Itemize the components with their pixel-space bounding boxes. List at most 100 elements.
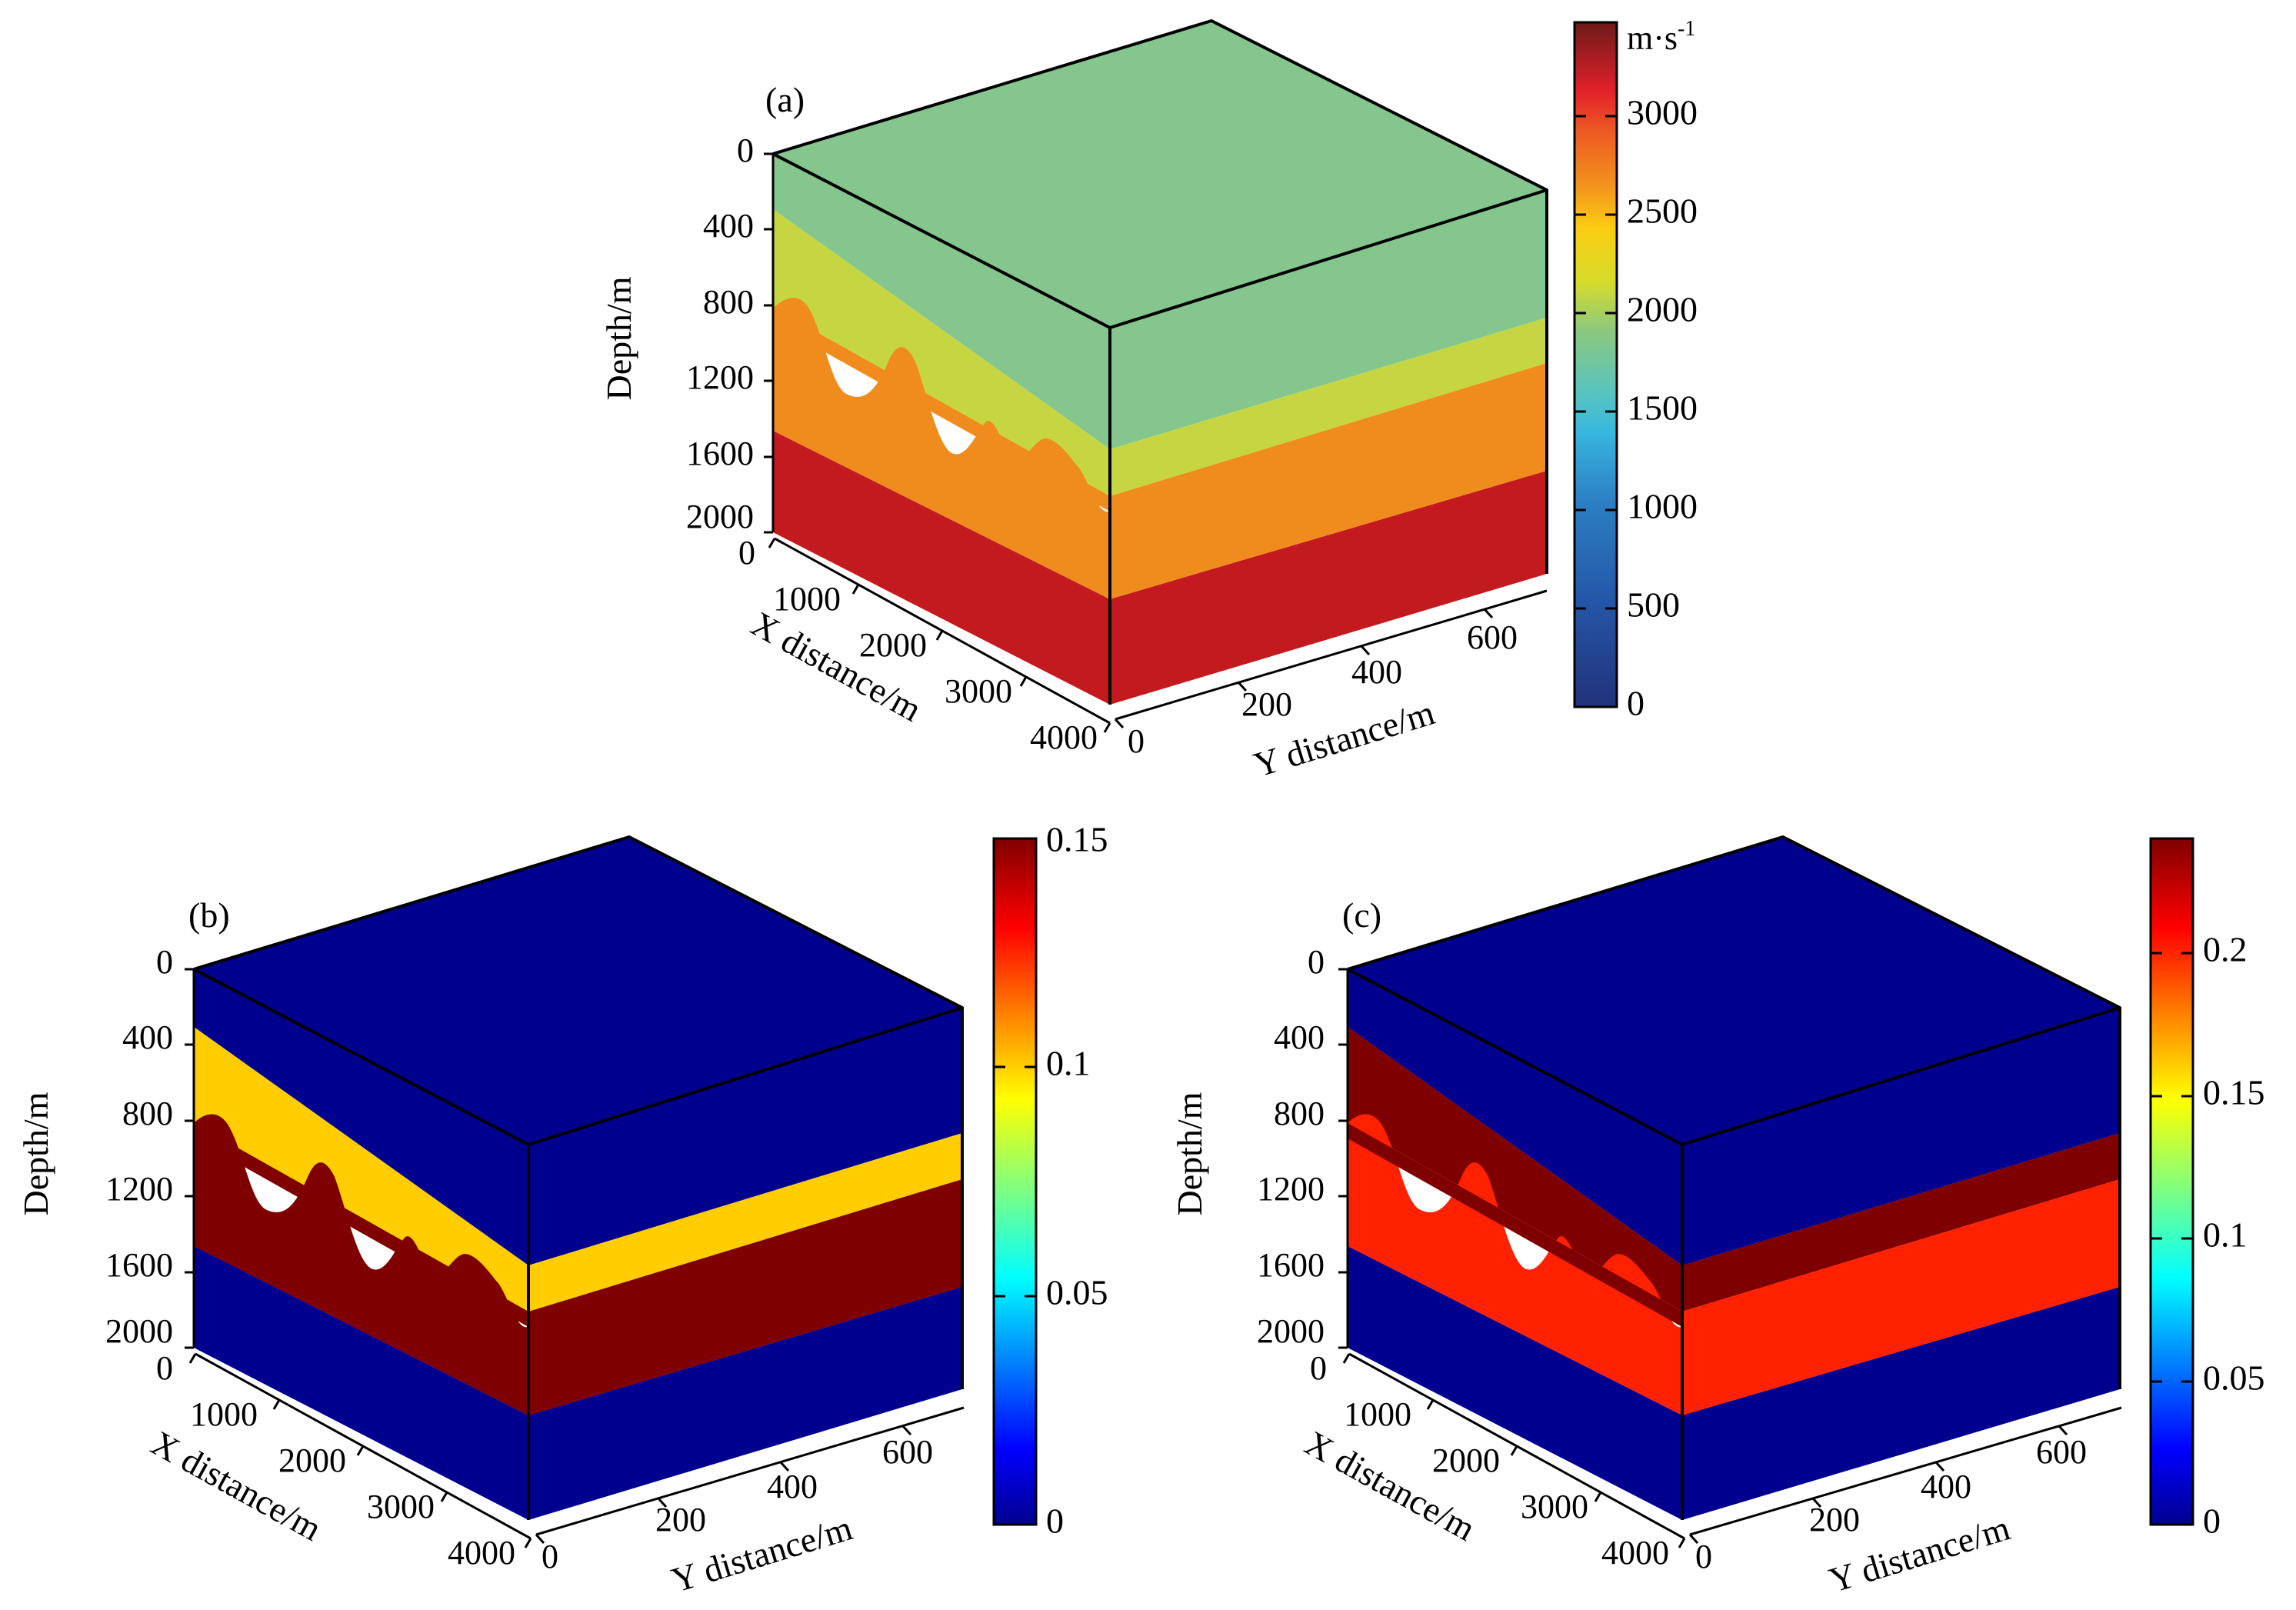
a-cb-tick-1: 500 [1627,585,1680,625]
a-panel-label: (a) [765,80,805,119]
b-x-tick-1: 1000 [190,1395,258,1433]
a-zlabel: Depth/m [599,276,638,400]
a-left-layer-3 [773,298,1110,599]
a-cb-tick-3: 1500 [1627,388,1698,428]
a-y-tick-1: 200 [1241,685,1292,723]
a-colorbar: 0 500 1000 1500 2000 2500 3000 m·s-1 [1573,17,1698,723]
a-x-tick-2: 2000 [859,626,927,664]
c-cb-tick-3: 0.15 [2203,1073,2265,1112]
b-panel-label: (b) [188,895,230,935]
b-cb-tick-3: 0.15 [1046,820,1108,859]
a-cb-unit-base: m·s [1627,19,1678,57]
a-y-tick-0: 0 [1128,722,1145,760]
c-y-tick-3: 600 [2036,1433,2087,1471]
b-right-layer-1 [528,1008,962,1265]
a-x-tick-0: 0 [738,534,755,572]
c-colorbar: 0 0.05 0.1 0.15 0.2 [2149,837,2265,1541]
b-y-tick-3: 600 [882,1433,933,1471]
panel-b-edges [193,835,964,1520]
a-x-tick-3: 3000 [945,672,1012,710]
a-left-layer-2 [773,209,1110,496]
c-y-tick-1: 200 [1809,1501,1860,1538]
b-z-tick-2: 800 [122,1095,173,1132]
a-cb-tick-4: 2000 [1627,290,1698,329]
b-right-layer-3 [528,1179,962,1415]
a-right-layer-4 [1110,471,1547,705]
a-y-tick-2: 400 [1351,653,1402,691]
b-z-tick-1: 400 [122,1018,173,1056]
c-left-layer-1 [1348,969,1682,1265]
panel-a-depth-axis [764,152,775,534]
b-x-tick-4: 4000 [448,1534,515,1572]
b-x-tick-2: 2000 [278,1442,346,1479]
panel-a-y-axis [1114,589,1548,729]
a-z-tick-1: 400 [703,207,754,245]
c-x-tick-3: 3000 [1521,1488,1588,1525]
panel-a-edges [772,19,1548,705]
a-z-tick-3: 1200 [686,358,754,396]
b-colorbar: 0 0.05 0.1 0.15 [992,820,1108,1541]
a-cb-unit: m·s-1 [1627,17,1695,57]
a-right-layer-3 [1110,363,1547,599]
b-left-layer-2 [194,1027,528,1312]
a-x-tick-4: 4000 [1030,718,1098,756]
b-left-layer-3 [194,1114,528,1415]
c-panel-label: (c) [1342,895,1381,935]
a-z-tick-4: 1600 [686,435,754,472]
c-y-tick-2: 400 [1921,1468,1971,1505]
c-x-tick-0: 0 [1310,1349,1327,1387]
c-cb-tick-1: 0.05 [2203,1358,2265,1398]
panel-b-depth-axis [185,968,195,1349]
c-y-tick-0: 0 [1695,1538,1712,1575]
a-right-layer-2 [1110,318,1547,496]
c-z-tick-5: 2000 [1257,1312,1325,1350]
a-y-tick-3: 600 [1467,618,1518,656]
b-z-tick-0: 0 [156,943,173,981]
panel-a: 0 400 800 1200 1600 2000 Depth/m (a) 0 1… [599,17,1698,785]
panel-b-block [194,837,962,1520]
panel-c-y-axis [1688,1406,2122,1545]
b-cb-tick-1: 0.05 [1046,1273,1108,1312]
b-left-layer-4 [194,1246,528,1520]
panel-c-block [1348,837,2120,1520]
c-zlabel: Depth/m [1170,1092,1209,1215]
c-z-tick-2: 800 [1274,1095,1325,1132]
c-left-layer-4 [1348,1246,1682,1520]
c-z-tick-0: 0 [1308,943,1325,981]
a-z-tick-2: 800 [703,283,754,321]
c-right-layer-4 [1682,1287,2120,1520]
a-cb-tick-2: 1000 [1627,487,1698,526]
b-zlabel: Depth/m [16,1092,55,1215]
a-cb-tick-0: 0 [1627,684,1645,723]
panel-c-depth-axis [1338,968,1349,1349]
a-cb-tick-6: 3000 [1627,93,1698,132]
b-x-tick-3: 3000 [367,1488,435,1525]
c-cb-tick-0: 0 [2203,1502,2221,1541]
c-cb-tick-2: 0.1 [2203,1215,2248,1255]
c-x-tick-2: 2000 [1432,1442,1500,1479]
panel-c-edges [1347,835,2121,1520]
c-z-tick-1: 400 [1274,1018,1325,1056]
b-cb-tick-0: 0 [1046,1502,1064,1541]
c-z-tick-3: 1200 [1257,1170,1325,1208]
panel-b-y-axis [535,1406,965,1545]
a-left-layer-3b [773,308,1110,512]
b-z-tick-4: 1600 [105,1246,173,1284]
a-xlabel: X distance/m [745,604,928,729]
b-y-tick-0: 0 [542,1538,558,1575]
b-y-tick-2: 400 [767,1468,818,1505]
a-cb-tick-5: 2500 [1627,192,1698,231]
b-left-layer-3b [194,1123,528,1327]
a-z-tick-0: 0 [737,132,754,169]
c-z-tick-4: 1600 [1257,1246,1325,1284]
c-left-layer-3 [1348,1114,1682,1415]
c-right-layer-3 [1682,1179,2120,1415]
panel-c: 0 400 800 1200 1600 2000 Depth/m (c) 0 1… [1170,835,2265,1600]
b-y-tick-1: 200 [655,1501,706,1538]
b-right-layer-4 [528,1287,962,1520]
a-left-layer-4 [773,431,1110,705]
b-left-layer-1 [194,969,528,1265]
c-left-layer-2 [1348,1027,1682,1312]
panel-b: 0 400 800 1200 1600 2000 Depth/m (b) 0 1… [16,820,1108,1600]
